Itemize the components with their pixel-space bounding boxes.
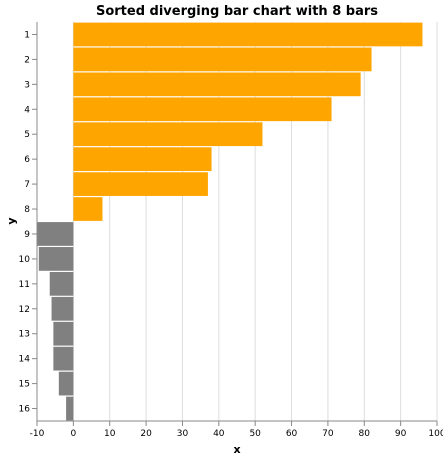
bar-11 [49, 271, 74, 296]
x-axis: -10 0 10 20 30 40 50 60 70 80 90 100 [30, 420, 443, 439]
y-tick-label: 9 [24, 230, 30, 240]
x-tick-label: -10 [30, 429, 45, 439]
x-tick-label: 10 [104, 429, 116, 439]
y-tick-label: 3 [24, 80, 30, 90]
bar-1 [73, 22, 423, 47]
y-axis-title: y [5, 217, 18, 224]
bar-5 [73, 122, 263, 147]
y-tick-label: 4 [24, 105, 30, 115]
bar-8 [73, 197, 103, 221]
bars [37, 22, 423, 421]
y-tick-label: 13 [19, 330, 30, 340]
bar-10 [38, 247, 74, 271]
y-tick-label: 16 [19, 405, 31, 415]
x-axis-title: x [233, 443, 240, 456]
chart-title: Sorted diverging bar chart with 8 bars [96, 4, 378, 19]
y-tick-label: 7 [24, 180, 30, 190]
bar-16 [66, 396, 74, 421]
x-tick-label: 0 [70, 429, 76, 439]
y-tick-label: 6 [24, 155, 30, 165]
x-tick-label: 30 [177, 429, 189, 439]
x-tick-label: 70 [322, 429, 334, 439]
bar-6 [73, 147, 212, 172]
y-tick-label: 14 [19, 355, 31, 365]
y-tick-label: 1 [24, 30, 30, 40]
bar-3 [73, 72, 361, 97]
x-tick-label: 40 [213, 429, 225, 439]
x-tick-label: 50 [249, 429, 261, 439]
x-tick-label: 20 [140, 429, 152, 439]
x-tick-label: 90 [395, 429, 407, 439]
x-tick-label: 80 [359, 429, 371, 439]
bar-12 [51, 296, 74, 321]
y-tick-label: 10 [19, 255, 31, 265]
y-tick-label: 2 [24, 55, 30, 65]
bar-9 [37, 222, 74, 246]
x-tick-label: 60 [286, 429, 298, 439]
y-tick-label: 8 [24, 205, 30, 215]
bar-13 [53, 321, 74, 346]
y-tick-label: 5 [24, 130, 30, 140]
bar-2 [73, 47, 372, 72]
y-tick-label: 15 [19, 380, 30, 390]
bar-15 [58, 371, 74, 396]
y-tick-label: 11 [19, 280, 30, 290]
bar-7 [73, 172, 208, 196]
bar-4 [73, 97, 332, 122]
bar-14 [53, 346, 74, 371]
y-tick-label: 12 [19, 305, 30, 315]
x-tick-label: 100 [428, 429, 443, 439]
